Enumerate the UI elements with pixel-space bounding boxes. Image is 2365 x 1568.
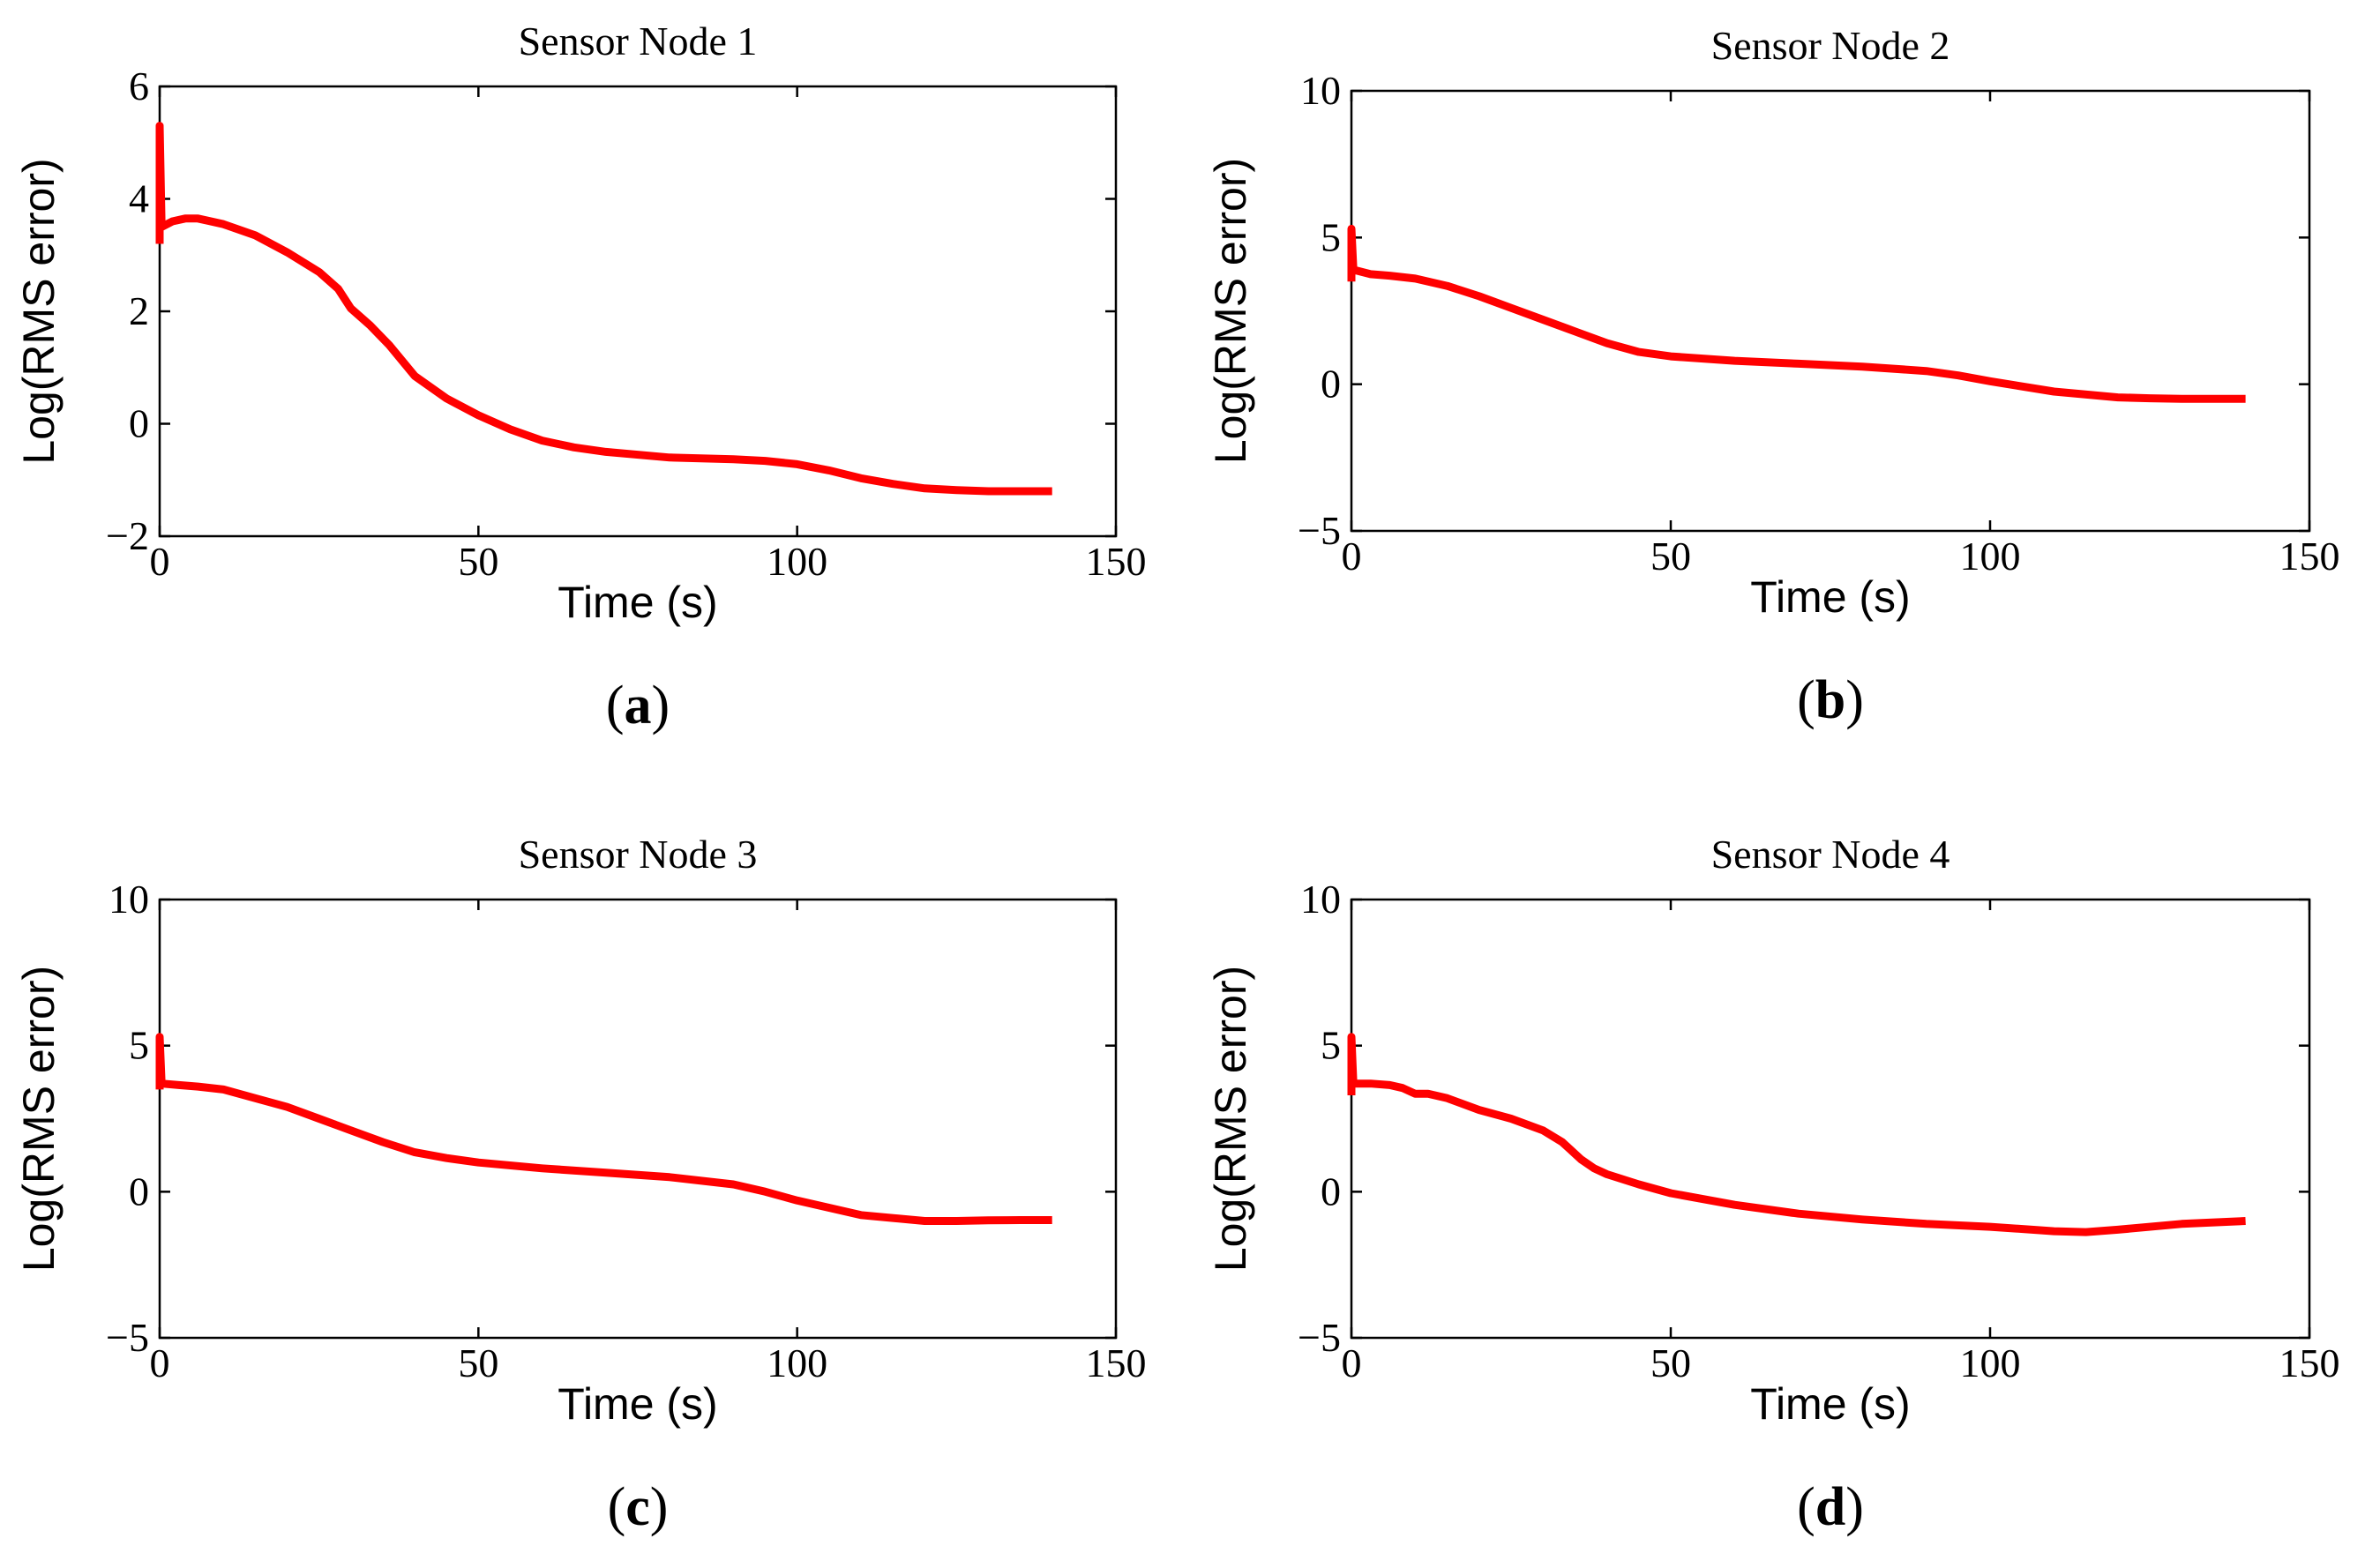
- x-tick-label: 0: [1342, 1340, 1362, 1385]
- y-tick-label: −5: [1298, 508, 1341, 553]
- panel-label: (a): [606, 676, 670, 735]
- x-tick-label: 100: [767, 1340, 827, 1385]
- x-tick-label: 50: [1650, 534, 1691, 579]
- x-tick-label: 150: [1086, 1340, 1147, 1385]
- plot-frame: [158, 85, 1118, 538]
- y-axis-label: Log(RMS error): [14, 966, 64, 1272]
- x-tick-label: 150: [1086, 539, 1147, 584]
- chart-title: Sensor Node 2: [1711, 23, 1950, 68]
- y-tick-label: 5: [1321, 214, 1341, 259]
- x-tick-label: 100: [1960, 1340, 2021, 1385]
- y-tick-label: 4: [129, 176, 149, 221]
- plot-frame: [1350, 898, 2311, 1340]
- chart-panel-b: Sensor Node 2 Log(RMS error) Time (s) (b…: [1206, 23, 2340, 730]
- panel-label: (d): [1797, 1477, 1864, 1537]
- y-tick-label: 0: [1321, 362, 1341, 407]
- y-tick-label: −5: [106, 1315, 149, 1360]
- x-tick-label: 100: [1960, 534, 2021, 579]
- x-axis-label: Time (s): [558, 1379, 717, 1429]
- plot-frame: [158, 898, 1118, 1340]
- chart-title: Sensor Node 1: [519, 19, 758, 63]
- y-tick-label: 10: [109, 877, 149, 922]
- x-axis-label: Time (s): [1750, 572, 1910, 622]
- y-tick-label: 0: [129, 1169, 149, 1213]
- y-tick-label: 5: [1321, 1023, 1341, 1068]
- y-axis-label: Log(RMS error): [1206, 966, 1255, 1272]
- panel-label: (b): [1797, 670, 1864, 730]
- x-tick-label: 50: [458, 539, 498, 584]
- panel-label: (c): [608, 1477, 669, 1537]
- chart-title: Sensor Node 4: [1711, 832, 1950, 877]
- chart-title: Sensor Node 3: [519, 832, 758, 877]
- panel-letter: a: [625, 676, 652, 735]
- y-tick-label: 5: [129, 1023, 149, 1068]
- series-line: [1347, 1033, 2246, 1236]
- series-line: [155, 122, 1052, 496]
- x-axis-label: Time (s): [558, 578, 717, 627]
- x-tick-label: 0: [150, 1340, 170, 1385]
- panel-letter: b: [1815, 670, 1845, 730]
- y-axis-label: Log(RMS error): [14, 158, 64, 464]
- chart-panel-c: Sensor Node 3 Log(RMS error) Time (s) (c…: [14, 832, 1147, 1537]
- y-tick-label: 10: [1300, 877, 1341, 922]
- series-line: [1347, 224, 2246, 403]
- x-tick-label: 150: [2279, 534, 2340, 579]
- x-tick-label: 50: [458, 1340, 498, 1385]
- y-tick-label: 10: [1300, 68, 1341, 113]
- x-tick-label: 150: [2279, 1340, 2340, 1385]
- y-tick-label: 2: [129, 288, 149, 333]
- y-axis-label: Log(RMS error): [1206, 158, 1255, 464]
- x-axis-label: Time (s): [1750, 1379, 1910, 1429]
- y-tick-label: 0: [129, 401, 149, 446]
- chart-panel-a: Sensor Node 1 Log(RMS error) Time (s) (a…: [14, 19, 1147, 735]
- series-line: [155, 1033, 1052, 1225]
- chart-panel-d: Sensor Node 4 Log(RMS error) Time (s) (d…: [1206, 832, 2340, 1537]
- panel-letter: c: [625, 1477, 650, 1537]
- x-tick-label: 50: [1650, 1340, 1691, 1385]
- plot-frame: [1350, 89, 2311, 533]
- x-tick-label: 100: [767, 539, 827, 584]
- x-tick-label: 0: [150, 539, 170, 584]
- y-tick-label: 6: [129, 63, 149, 108]
- panel-letter: d: [1815, 1477, 1845, 1537]
- x-tick-label: 0: [1342, 534, 1362, 579]
- y-tick-label: 0: [1321, 1169, 1341, 1213]
- y-tick-label: −5: [1298, 1315, 1341, 1360]
- y-tick-label: −2: [106, 513, 149, 558]
